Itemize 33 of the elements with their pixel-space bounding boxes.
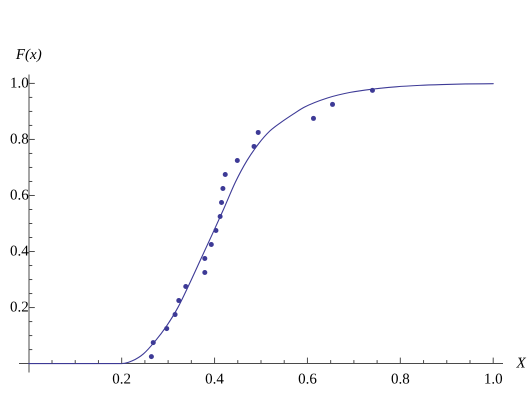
point [148,354,154,360]
point [202,270,208,276]
point [234,158,240,163]
point [219,200,224,205]
point [202,256,208,262]
x-axis-title: X [516,356,526,372]
x-tick-label: 0.2 [112,372,132,388]
point [252,144,257,149]
point [222,172,228,177]
y-tick-label: 0.2 [10,299,29,316]
y-tick-label: 1.0 [10,75,29,92]
y-axis-title: F(x) [14,47,42,63]
point [176,298,182,304]
point [208,242,214,248]
point [172,312,178,318]
x-tick-label: 0.8 [390,372,410,388]
point [213,228,218,234]
point [183,284,188,290]
point [256,130,261,135]
line-series [28,83,494,364]
point [220,186,226,191]
point [150,340,156,346]
x-tick-label: 0.6 [298,372,318,388]
y-tick-label: 0.4 [10,243,30,260]
point [370,88,375,93]
x-tick-label: 1.0 [484,372,503,388]
point [310,116,316,121]
x-tick-label: 0.4 [205,372,224,388]
y-tick-label: 0.6 [10,187,30,204]
y-tick-label: 0.8 [10,131,29,148]
point [164,326,170,332]
point [218,214,223,219]
point [330,102,336,107]
